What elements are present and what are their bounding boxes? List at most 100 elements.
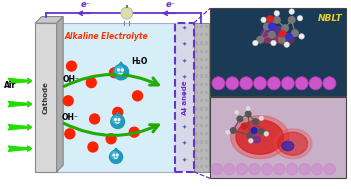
Circle shape: [281, 77, 294, 90]
Circle shape: [269, 23, 275, 30]
Circle shape: [257, 36, 264, 43]
Circle shape: [284, 42, 290, 47]
FancyBboxPatch shape: [205, 107, 208, 111]
FancyBboxPatch shape: [195, 149, 198, 152]
Circle shape: [66, 61, 77, 71]
Polygon shape: [115, 0, 127, 3]
Text: Al anode: Al anode: [181, 80, 187, 115]
FancyBboxPatch shape: [205, 74, 208, 78]
Circle shape: [279, 30, 286, 37]
Polygon shape: [127, 0, 138, 3]
Circle shape: [259, 116, 264, 121]
FancyBboxPatch shape: [200, 50, 203, 53]
FancyBboxPatch shape: [195, 83, 198, 86]
Circle shape: [295, 77, 308, 90]
FancyBboxPatch shape: [205, 116, 208, 119]
FancyBboxPatch shape: [200, 116, 203, 119]
Circle shape: [274, 10, 280, 16]
FancyBboxPatch shape: [205, 99, 208, 102]
FancyBboxPatch shape: [195, 66, 198, 69]
FancyBboxPatch shape: [200, 25, 203, 28]
Circle shape: [212, 77, 225, 90]
Circle shape: [249, 163, 260, 175]
Circle shape: [110, 150, 122, 163]
FancyBboxPatch shape: [205, 25, 208, 28]
Circle shape: [86, 78, 96, 88]
FancyBboxPatch shape: [35, 23, 57, 172]
Circle shape: [114, 119, 116, 120]
Circle shape: [297, 15, 303, 21]
Circle shape: [286, 163, 298, 175]
Circle shape: [63, 96, 73, 106]
FancyBboxPatch shape: [200, 74, 203, 78]
FancyBboxPatch shape: [205, 50, 208, 53]
FancyBboxPatch shape: [195, 140, 198, 144]
Circle shape: [282, 25, 289, 31]
Text: e⁻: e⁻: [165, 0, 176, 9]
Circle shape: [278, 36, 285, 43]
FancyBboxPatch shape: [205, 33, 208, 36]
Circle shape: [253, 77, 267, 90]
Circle shape: [129, 127, 139, 137]
Circle shape: [245, 111, 251, 117]
FancyBboxPatch shape: [200, 132, 203, 136]
FancyBboxPatch shape: [205, 83, 208, 86]
Circle shape: [261, 163, 273, 175]
FancyBboxPatch shape: [205, 58, 208, 61]
Text: Cathode: Cathode: [43, 81, 49, 114]
FancyBboxPatch shape: [200, 165, 203, 168]
FancyBboxPatch shape: [176, 23, 194, 172]
Text: ✦: ✦: [182, 125, 187, 130]
Circle shape: [309, 77, 322, 90]
Text: e⁻: e⁻: [80, 0, 91, 9]
Circle shape: [236, 163, 247, 175]
Circle shape: [299, 163, 310, 175]
FancyBboxPatch shape: [200, 58, 203, 61]
Circle shape: [261, 17, 266, 23]
FancyBboxPatch shape: [195, 74, 198, 78]
Circle shape: [286, 34, 292, 40]
FancyBboxPatch shape: [210, 8, 346, 96]
Circle shape: [90, 114, 100, 124]
FancyBboxPatch shape: [200, 107, 203, 111]
Circle shape: [224, 163, 235, 175]
Circle shape: [259, 129, 264, 134]
Circle shape: [133, 91, 143, 101]
Text: ✦: ✦: [182, 141, 187, 146]
Circle shape: [88, 142, 98, 152]
Circle shape: [289, 17, 295, 23]
Circle shape: [231, 128, 236, 133]
FancyBboxPatch shape: [195, 132, 198, 136]
Text: Alkaline Electrolyte: Alkaline Electrolyte: [65, 32, 148, 41]
Circle shape: [113, 107, 122, 117]
Circle shape: [246, 106, 251, 111]
Polygon shape: [236, 120, 284, 154]
Text: NBLT: NBLT: [318, 14, 342, 23]
Circle shape: [241, 123, 247, 129]
FancyBboxPatch shape: [195, 99, 198, 102]
FancyBboxPatch shape: [195, 157, 198, 160]
Text: ✦: ✦: [182, 75, 187, 80]
FancyArrowPatch shape: [64, 123, 158, 136]
FancyBboxPatch shape: [205, 91, 208, 94]
Circle shape: [289, 9, 294, 14]
Text: ✦: ✦: [182, 108, 187, 113]
Circle shape: [264, 131, 269, 136]
FancyBboxPatch shape: [205, 149, 208, 152]
FancyBboxPatch shape: [195, 33, 198, 36]
FancyBboxPatch shape: [210, 98, 346, 178]
Polygon shape: [35, 17, 63, 23]
Circle shape: [110, 68, 119, 78]
FancyBboxPatch shape: [200, 124, 203, 127]
Circle shape: [211, 163, 223, 175]
Circle shape: [274, 163, 285, 175]
Polygon shape: [261, 33, 276, 43]
Circle shape: [234, 110, 239, 115]
Circle shape: [267, 77, 280, 90]
Polygon shape: [273, 129, 312, 159]
Circle shape: [299, 34, 304, 39]
FancyBboxPatch shape: [200, 149, 203, 152]
Text: OH⁻: OH⁻: [61, 113, 78, 122]
Polygon shape: [114, 112, 121, 117]
Circle shape: [106, 134, 116, 144]
